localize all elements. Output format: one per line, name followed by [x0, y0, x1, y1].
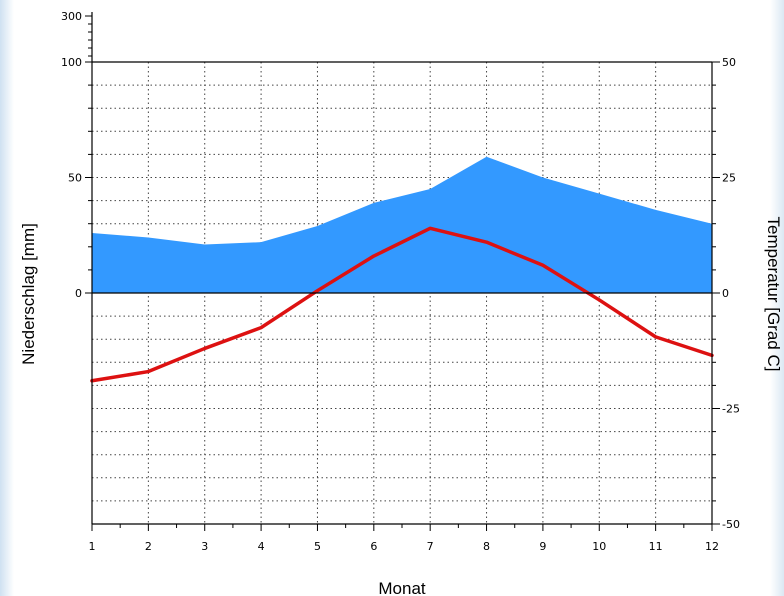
- x-tick-label: 6: [370, 540, 377, 553]
- x-tick-label: 9: [539, 540, 546, 553]
- x-tick-label: 3: [201, 540, 208, 553]
- right-tick-label: 0: [722, 287, 729, 300]
- right-tick-label: 25: [722, 172, 736, 185]
- precipitation-area: [92, 156, 712, 293]
- left-tick-label: 100: [61, 56, 82, 69]
- x-tick-label: 12: [705, 540, 719, 553]
- left-tick-label: 300: [61, 10, 82, 23]
- left-tick-label: 0: [75, 287, 82, 300]
- axes: [85, 12, 720, 531]
- right-tick-label: -50: [722, 518, 740, 531]
- x-tick-label: 7: [427, 540, 434, 553]
- precipitation-series: [91, 156, 713, 293]
- y-axis-title-right: Temperatur [Grad C]: [764, 217, 783, 372]
- y-axis-title-left: Niederschlag [mm]: [19, 223, 38, 365]
- right-tick-label: 50: [722, 56, 736, 69]
- x-tick-label: 1: [89, 540, 96, 553]
- x-tick-label: 8: [483, 540, 490, 553]
- left-tick-label: 50: [68, 172, 82, 185]
- temperature-line: [90, 226, 714, 383]
- x-tick-label: 2: [145, 540, 152, 553]
- x-tick-label: 10: [592, 540, 606, 553]
- x-tick-label: 11: [649, 540, 663, 553]
- x-axis-title: Monat: [378, 579, 426, 596]
- x-tick-label: 4: [258, 540, 265, 553]
- x-tick-label: 5: [314, 540, 321, 553]
- right-tick-label: -25: [722, 403, 740, 416]
